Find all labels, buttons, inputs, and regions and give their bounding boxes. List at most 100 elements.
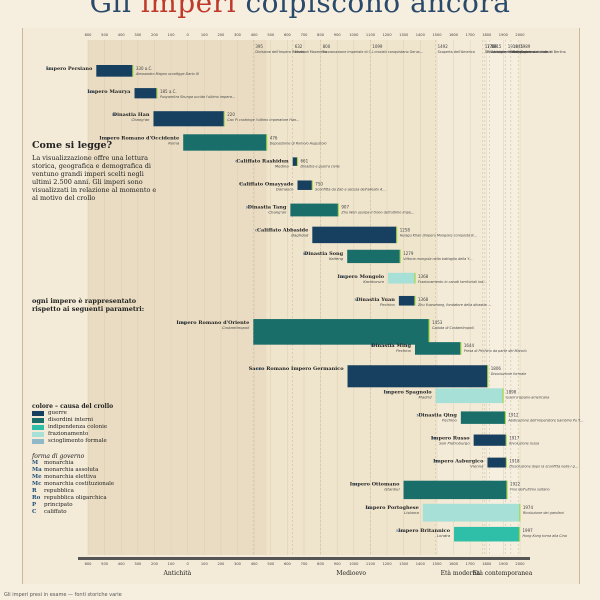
axis-tick-bottom: 2000	[515, 562, 525, 566]
milestone-text: Sconfitta da Zab e ascesa dell'alleato A…	[315, 187, 385, 191]
empire-bar	[253, 319, 430, 345]
empire-capital: Lisbona	[404, 510, 419, 515]
axis-tick-top: 800	[317, 33, 325, 37]
legend-intro: La visualizzazione offre una lettura sto…	[32, 154, 157, 202]
axis-tick-bottom: 300	[234, 562, 242, 566]
milestone-year: 1922	[510, 482, 521, 487]
axis-tick-top: 1500	[432, 33, 442, 37]
gov-code: C	[32, 509, 37, 515]
axis-tick-bottom: 500	[101, 562, 109, 566]
event-text: Divisione dell'Impero Romano	[255, 50, 306, 54]
empire-capital: Pechino	[380, 302, 396, 307]
axis-tick-bottom: 400	[251, 562, 259, 566]
axis-tick-bottom: 1100	[366, 562, 376, 566]
empire-bar	[414, 342, 461, 355]
axis-tick-top: 2000	[515, 33, 525, 37]
axis-tick-bottom: 1500	[432, 562, 442, 566]
era-band	[484, 40, 520, 555]
milestone-year: 1912	[508, 412, 519, 417]
event-year: 1815	[491, 44, 502, 49]
gov-title: forma di governo	[32, 453, 85, 460]
title-part1: Gli	[89, 0, 141, 19]
milestone-year: 750	[315, 181, 323, 186]
milestone-text: Deposizione di Romolo Augustolo	[270, 141, 327, 145]
milestone-text: Dinastia e guerra civile	[301, 164, 340, 168]
empire-name: Califfato Omayyade	[239, 181, 293, 187]
gov-label: califfato	[44, 509, 67, 515]
gov-code: Ro	[32, 495, 41, 501]
empire-bar	[153, 111, 225, 127]
milestone-year: 220	[227, 112, 235, 117]
milestone-text: Dissoluzione dopo la sconfitta nella I g…	[509, 465, 578, 469]
empire-capital: Pechino	[442, 417, 458, 422]
empire-name: Impero Spagnolo	[384, 389, 433, 395]
event-text: Morte di Maometto	[295, 50, 327, 54]
axis-tick-top: 0	[187, 33, 190, 37]
event-year: 1789	[487, 44, 498, 49]
milestone-text: Fine dell'ultimo sultano	[510, 488, 550, 492]
era-label: Medioevo	[336, 570, 366, 577]
axis-tick-top: 1600	[449, 33, 459, 37]
milestone-year: 907	[341, 205, 349, 210]
empire-capital: Roma	[168, 140, 180, 145]
empire-capital: Damasco	[276, 186, 294, 191]
axis-tick-top: 100	[168, 33, 176, 37]
empire-name: Dinastia Han	[113, 112, 150, 118]
axis-tick-top: 900	[334, 33, 342, 37]
empire-gov: M	[385, 389, 389, 394]
axis-tick-top: 700	[301, 33, 309, 37]
axis-tick-top: 1800	[482, 33, 492, 37]
empire-name: Impero Ottomano	[350, 482, 400, 488]
gov-item: Mc monarchia costituzionale	[32, 481, 162, 488]
milestone-text: Dissoluzione formale	[491, 372, 526, 376]
milestone-text: Frazionamento in canati territoriali ind…	[418, 280, 487, 284]
axis-tick-top: 400	[118, 33, 126, 37]
cause-swatch	[32, 425, 44, 430]
empire-bar	[435, 388, 504, 404]
cause-item: frazionamento	[32, 431, 162, 438]
empire-name: Califfato Abbaside	[257, 228, 308, 234]
empire-capital: Madrid	[419, 394, 433, 399]
empire-name: Impero Portoghese	[365, 505, 419, 511]
axis-tick-bottom: 1200	[382, 562, 392, 566]
event-text: Rivoluzione francese	[487, 50, 522, 54]
empire-gov: M	[303, 251, 307, 256]
milestone-year: 1806	[491, 366, 502, 371]
event-text: Fine II guerra mondiale	[513, 50, 552, 54]
empire-gov: M	[416, 412, 420, 417]
era-label: Antichità	[163, 570, 192, 577]
axis-bar	[78, 557, 530, 560]
milestone-year: 1368	[418, 297, 429, 302]
legend-params: ogni impero è rappresentato rispetto ai …	[32, 297, 145, 313]
empire-capital: Londra	[437, 533, 451, 538]
axis-tick-top: 400	[251, 33, 259, 37]
axis-tick-bottom: 600	[85, 562, 93, 566]
axis-tick-bottom: 1800	[482, 562, 492, 566]
axis-tick-bottom: 600	[284, 562, 292, 566]
milestone-text: Hulagu Khan (Impero Mongolo) conquista B…	[400, 234, 477, 238]
era-label: Età moderna	[441, 570, 481, 577]
era-label: Età contemporanea	[473, 570, 533, 577]
event-year: 1492	[438, 44, 449, 49]
title-part2: colpiscono ancora	[236, 0, 511, 19]
empire-bar	[292, 157, 298, 166]
empire-capital: Baghdad	[291, 233, 308, 238]
milestone-text: Cao Pi costringe l'ultimo imperatore Han…	[227, 118, 299, 122]
axis-tick-bottom: 0	[187, 562, 190, 566]
empire-capital: Medina	[275, 163, 289, 168]
axis-tick-bottom: 400	[118, 562, 126, 566]
axis-tick-top: 1200	[382, 33, 392, 37]
empire-bar	[183, 134, 267, 151]
empire-name: Dinastia Tang	[248, 205, 287, 211]
event-text: Scoperta dell'America	[438, 50, 475, 54]
axis-tick-bottom: 1700	[466, 562, 476, 566]
cause-list: guerre disordini interni indipendenza colo…	[32, 410, 162, 445]
cause-swatch	[32, 439, 44, 444]
empire-name: Dinastia Song	[304, 251, 344, 257]
gov-item: Ro repubblica oligarchica	[32, 495, 162, 502]
milestone-text: Guerra ispano-americana	[506, 395, 549, 399]
milestone-year: 1974	[523, 505, 534, 510]
axis-tick-top: 1400	[416, 33, 426, 37]
